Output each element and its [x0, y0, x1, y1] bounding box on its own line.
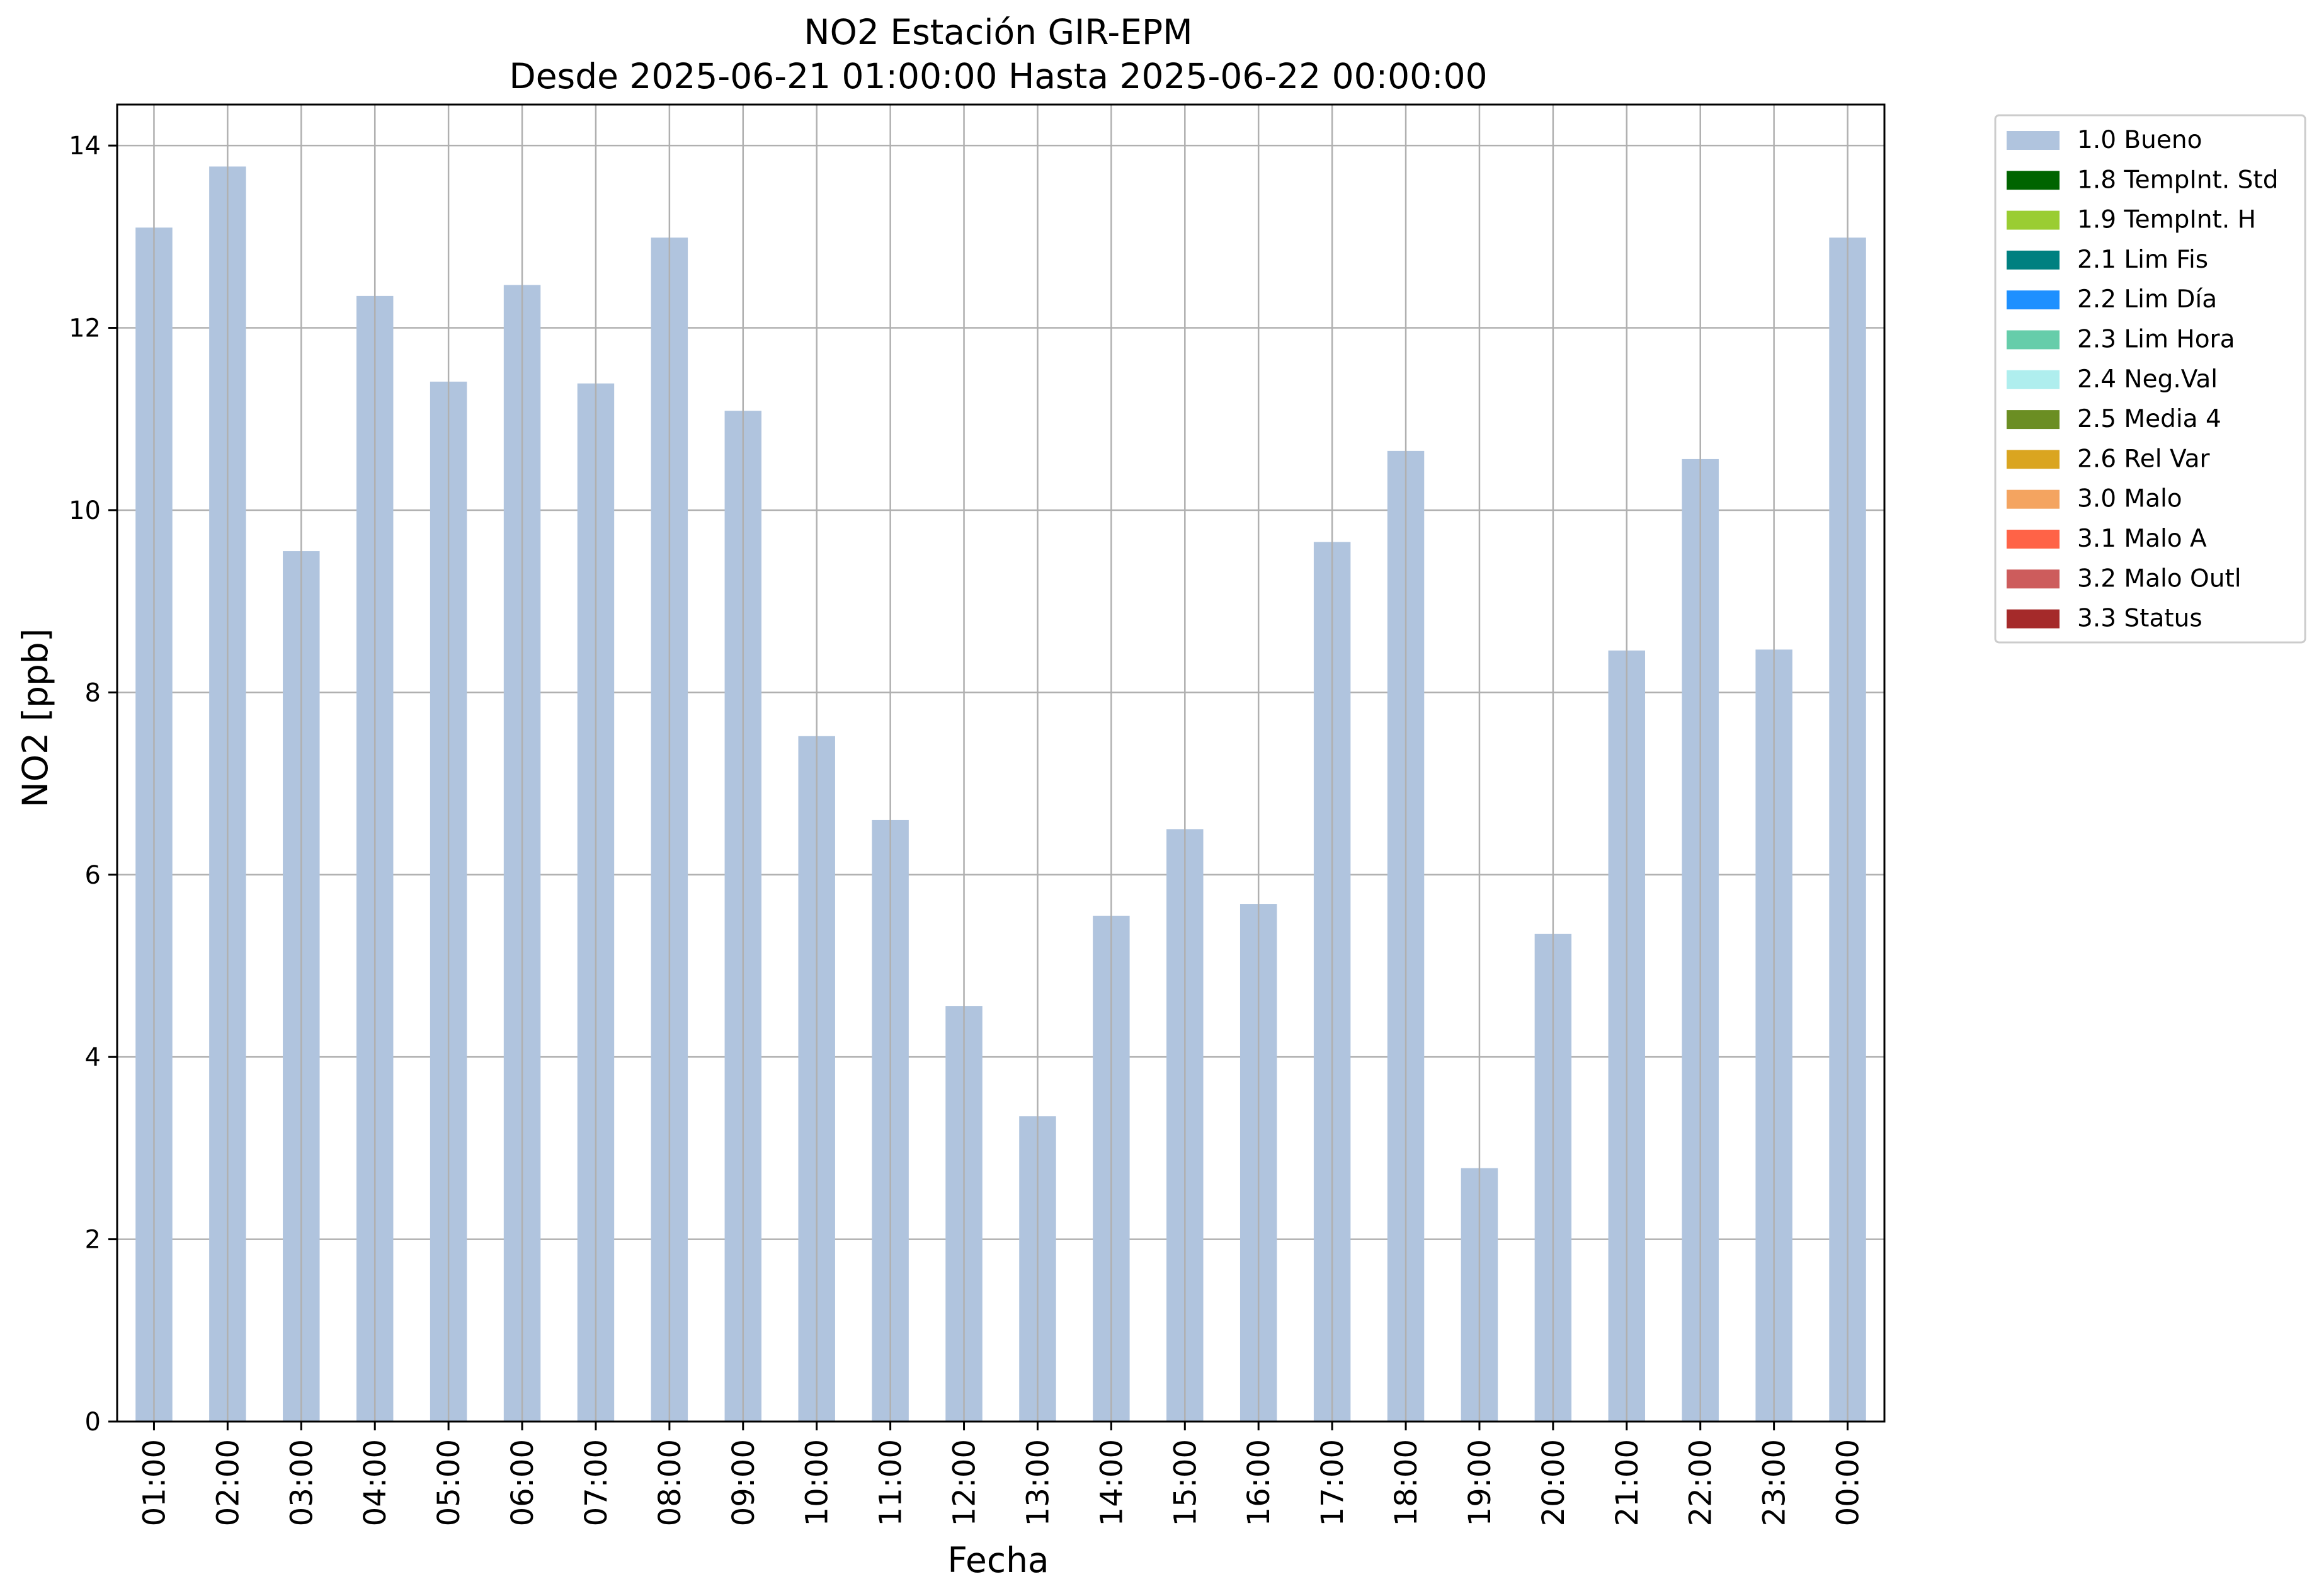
legend-entry: 1.0 Bueno — [2077, 126, 2202, 154]
legend-swatch — [2007, 370, 2060, 389]
y-tick-label: 8 — [85, 678, 101, 707]
x-tick-label: 08:00 — [652, 1439, 688, 1526]
x-tick-label: 16:00 — [1241, 1439, 1277, 1526]
x-tick-label: 00:00 — [1831, 1439, 1866, 1526]
x-tick-label: 07:00 — [579, 1439, 614, 1526]
x-tick-label: 23:00 — [1757, 1439, 1792, 1526]
legend-entry: 3.3 Status — [2077, 605, 2202, 633]
plot-frame — [116, 103, 1886, 1423]
legend-swatch — [2007, 290, 2060, 310]
legend: 1.0 Bueno 1.8 TempInt. Std 1.9 TempInt. H 2… — [1994, 114, 2306, 644]
x-tick-label: 05:00 — [431, 1439, 467, 1526]
x-tick-label: 10:00 — [800, 1439, 835, 1526]
x-tick-label: 13:00 — [1020, 1439, 1056, 1526]
y-tick-label: 6 — [85, 861, 101, 890]
bars — [135, 166, 1866, 1422]
x-grid-lines — [153, 105, 1849, 1422]
legend-entry: 2.1 Lim Fis — [2077, 246, 2208, 274]
x-tick-label: 02:00 — [210, 1439, 246, 1526]
x-tick-label: 21:00 — [1610, 1439, 1645, 1526]
x-axis-label: Fecha — [947, 1540, 1049, 1580]
legend-entry: 2.5 Media 4 — [2077, 405, 2221, 433]
chart-title: NO2 Estación GIR-EPM — [804, 12, 1192, 52]
x-tick-label: 22:00 — [1684, 1439, 1719, 1526]
legend-box — [1994, 114, 2306, 644]
grid-lines — [117, 144, 1884, 1423]
x-tick-label: 14:00 — [1094, 1439, 1129, 1526]
legend-swatch — [2007, 171, 2060, 190]
x-tick-label: 04:00 — [358, 1439, 393, 1526]
x-tick-label: 20:00 — [1536, 1439, 1571, 1526]
x-tick-label: 06:00 — [505, 1439, 540, 1526]
x-tick-label: 11:00 — [874, 1439, 909, 1526]
legend-entry: 1.9 TempInt. H — [2077, 206, 2256, 234]
legend-entry: 2.4 Neg.Val — [2077, 365, 2218, 394]
y-tick-label: 4 — [85, 1043, 101, 1072]
x-axis-ticks: 01:00 02:00 03:00 04:00 05:00 06:00 07:00 08:00… — [137, 1422, 1866, 1526]
x-tick-label: 09:00 — [726, 1439, 761, 1526]
y-axis-ticks: 0 2 4 6 8 10 12 14 — [69, 132, 117, 1437]
legend-swatch — [2007, 410, 2060, 430]
legend-swatch — [2007, 569, 2060, 589]
x-tick-label: 18:00 — [1389, 1439, 1424, 1526]
y-tick-label: 2 — [85, 1226, 101, 1255]
x-tick-label: 01:00 — [137, 1439, 172, 1526]
x-tick-label: 03:00 — [284, 1439, 319, 1526]
legend-swatch — [2007, 489, 2060, 509]
legend-swatch — [2007, 131, 2060, 150]
legend-swatch — [2007, 450, 2060, 469]
legend-entry: 1.8 TempInt. Std — [2077, 166, 2278, 194]
legend-entry: 3.1 Malo A — [2077, 525, 2207, 553]
x-tick-label: 17:00 — [1315, 1439, 1350, 1526]
legend-entry: 3.0 Malo — [2077, 485, 2182, 513]
y-tick-label: 10 — [69, 496, 101, 525]
x-tick-label: 12:00 — [947, 1439, 983, 1526]
y-axis-label: NO2 [ppb] — [15, 629, 55, 808]
legend-swatch — [2007, 530, 2060, 549]
y-tick-label: 0 — [85, 1408, 101, 1437]
legend-swatch — [2007, 210, 2060, 230]
legend-entry: 2.6 Rel Var — [2077, 445, 2211, 473]
x-tick-label: 15:00 — [1168, 1439, 1203, 1526]
legend-swatch — [2007, 250, 2060, 270]
legend-entry: 2.3 Lim Hora — [2077, 326, 2235, 354]
legend-swatch — [2007, 330, 2060, 350]
legend-entry: 3.2 Malo Outl — [2077, 564, 2242, 593]
x-tick-label: 19:00 — [1462, 1439, 1498, 1526]
legend-entry: 2.2 Lim Día — [2077, 285, 2217, 314]
y-tick-label: 14 — [69, 132, 101, 161]
legend-swatch — [2007, 609, 2060, 629]
chart-subtitle: Desde 2025-06-21 01:00:00 Hasta 2025-06-… — [509, 56, 1487, 96]
y-tick-label: 12 — [69, 314, 101, 343]
